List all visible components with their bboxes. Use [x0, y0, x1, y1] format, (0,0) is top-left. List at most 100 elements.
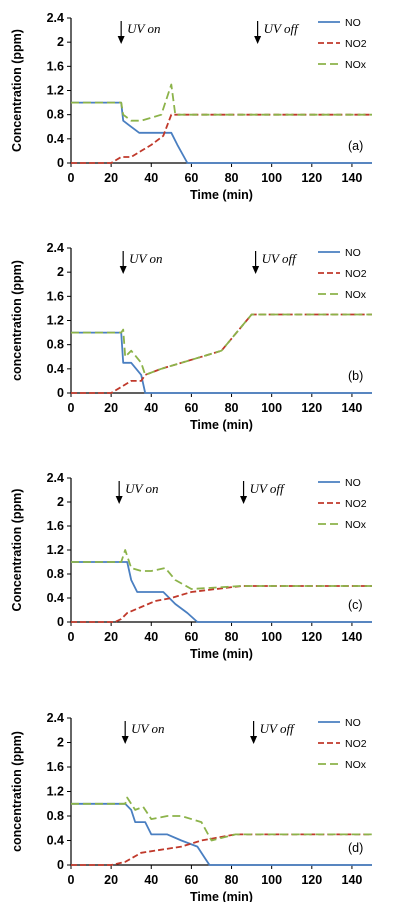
- panel-label: (b): [348, 369, 363, 383]
- x-tick-label: 120: [301, 873, 322, 887]
- legend-label-no: NO: [345, 477, 361, 489]
- x-tick-label: 20: [104, 401, 118, 415]
- chart-panel-1: 0 0.4 0.8 1.2 1.6 2 2.4 0 20 40 60 80 100 120 140 Time …: [10, 11, 372, 202]
- panel-label: (a): [348, 139, 363, 153]
- uv-on-label: UV on: [131, 721, 164, 736]
- x-tick-label: 20: [104, 873, 118, 887]
- x-tick-label: 40: [144, 630, 158, 644]
- y-tick-label: 1.2: [47, 785, 64, 799]
- panel-label: (d): [348, 841, 363, 855]
- x-tick-label: 0: [68, 630, 75, 644]
- x-tick-label: 80: [225, 401, 239, 415]
- x-tick-label: 140: [342, 171, 363, 185]
- uv-off-label: UV off: [250, 481, 286, 496]
- x-tick-label: 60: [184, 401, 198, 415]
- y-axis-label: concentration (ppm): [10, 260, 24, 381]
- chart-panel-4: 0 0.4 0.8 1.2 1.6 2 2.4 0 20 40 60 80 100 120 140 Time …: [10, 711, 372, 902]
- y-tick-label: 2: [57, 35, 64, 49]
- uv-on-arrowhead-icon: [117, 36, 125, 44]
- y-tick-label: 0.8: [47, 809, 64, 823]
- y-tick-label: 0: [57, 615, 64, 629]
- series-line-nox: [71, 796, 372, 842]
- y-tick-label: 1.6: [47, 519, 64, 533]
- y-tick-label: 0.4: [47, 591, 64, 605]
- legend-label-no2: NO2: [345, 38, 367, 50]
- y-tick-label: 2: [57, 265, 64, 279]
- series-line-no2: [71, 113, 372, 164]
- legend-label-no: NO: [345, 717, 361, 729]
- x-tick-label: 0: [68, 873, 75, 887]
- x-axis-label: Time (min): [190, 188, 253, 202]
- y-tick-label: 2.4: [47, 11, 64, 25]
- x-tick-label: 80: [225, 171, 239, 185]
- legend-label-no: NO: [345, 17, 361, 29]
- legend-label-nox: NOx: [345, 519, 367, 531]
- x-tick-label: 80: [225, 630, 239, 644]
- uv-off-arrowhead-icon: [240, 496, 248, 504]
- legend-label-no2: NO2: [345, 498, 367, 510]
- uv-on-arrowhead-icon: [119, 266, 127, 274]
- legend-label-nox: NOx: [345, 759, 367, 771]
- chart-panel-3: 0 0.4 0.8 1.2 1.6 2 2.4 0 20 40 60 80 100 120 140 Time …: [10, 471, 372, 661]
- panel-label: (c): [348, 598, 363, 612]
- x-axis-label: Time (min): [190, 890, 253, 902]
- legend-label-nox: NOx: [345, 59, 367, 71]
- y-tick-label: 0: [57, 156, 64, 170]
- y-tick-label: 1.2: [47, 314, 64, 328]
- x-tick-label: 60: [184, 630, 198, 644]
- legend-label-no2: NO2: [345, 268, 367, 280]
- x-tick-label: 60: [184, 873, 198, 887]
- legend-label-no2: NO2: [345, 738, 367, 750]
- y-tick-label: 0.8: [47, 567, 64, 581]
- y-tick-label: 2: [57, 495, 64, 509]
- y-tick-label: 2.4: [47, 241, 64, 255]
- legend-label-nox: NOx: [345, 289, 367, 301]
- series-line-no: [71, 101, 372, 164]
- x-tick-label: 100: [261, 401, 282, 415]
- x-tick-label: 60: [184, 171, 198, 185]
- uv-on-label: UV on: [127, 21, 160, 36]
- x-tick-label: 0: [68, 401, 75, 415]
- y-tick-label: 2.4: [47, 471, 64, 485]
- uv-off-label: UV off: [264, 21, 300, 36]
- x-tick-label: 140: [342, 401, 363, 415]
- uv-on-label: UV on: [125, 481, 158, 496]
- series-line-nox: [71, 83, 372, 122]
- series-line-no: [71, 331, 372, 394]
- legend-label-no: NO: [345, 247, 361, 259]
- y-tick-label: 0.4: [47, 362, 64, 376]
- y-tick-label: 1.6: [47, 760, 64, 774]
- uv-on-arrowhead-icon: [115, 496, 123, 504]
- x-tick-label: 80: [225, 873, 239, 887]
- y-tick-label: 0.8: [47, 338, 64, 352]
- y-tick-label: 2: [57, 736, 64, 750]
- x-tick-label: 120: [301, 401, 322, 415]
- y-tick-label: 1.6: [47, 289, 64, 303]
- uv-off-label: UV off: [260, 721, 296, 736]
- y-tick-label: 0: [57, 386, 64, 400]
- series-line-no: [71, 561, 372, 623]
- x-tick-label: 100: [261, 873, 282, 887]
- uv-off-arrowhead-icon: [254, 36, 262, 44]
- y-axis-label: Concentration (ppm): [10, 489, 24, 612]
- series-line-no2: [71, 585, 372, 623]
- x-tick-label: 20: [104, 630, 118, 644]
- uv-on-label: UV on: [129, 251, 162, 266]
- y-tick-label: 0.8: [47, 108, 64, 122]
- x-tick-label: 40: [144, 873, 158, 887]
- series-line-nox: [71, 313, 372, 376]
- x-tick-label: 120: [301, 630, 322, 644]
- x-tick-label: 140: [342, 873, 363, 887]
- y-axis-label: Concentration (ppm): [10, 29, 24, 152]
- y-axis-label: concentration (ppm): [10, 731, 24, 852]
- x-tick-label: 0: [68, 171, 75, 185]
- x-axis-label: Time (min): [190, 647, 253, 661]
- y-tick-label: 1.2: [47, 543, 64, 557]
- series-line-nox: [71, 549, 372, 590]
- x-tick-label: 40: [144, 171, 158, 185]
- y-tick-label: 1.2: [47, 84, 64, 98]
- series-line-no2: [71, 833, 372, 866]
- x-tick-label: 100: [261, 171, 282, 185]
- x-axis-label: Time (min): [190, 418, 253, 432]
